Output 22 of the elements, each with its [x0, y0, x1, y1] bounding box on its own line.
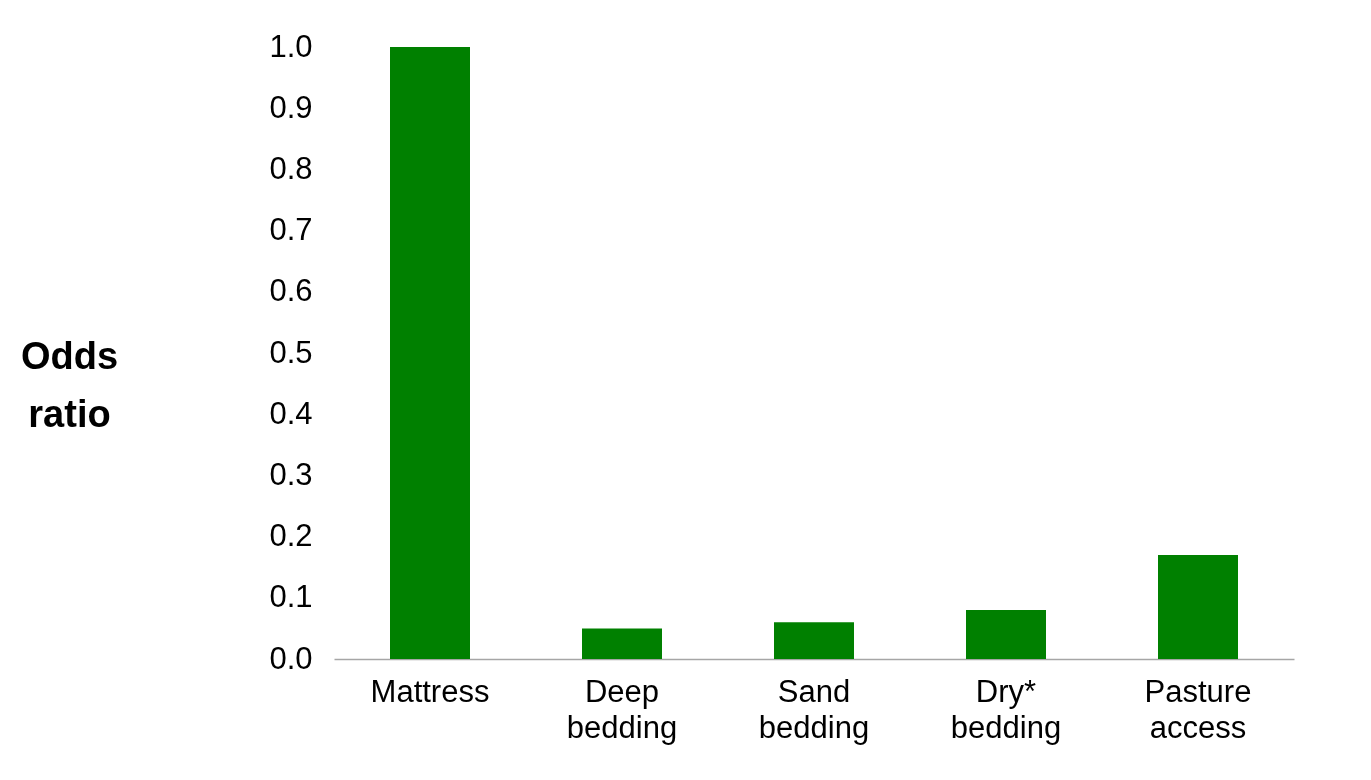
x-tick-label: Pasture access: [1144, 673, 1252, 745]
x-tick-label: Deep bedding: [566, 673, 678, 745]
y-tick-label: 0.4: [269, 395, 313, 431]
y-tick-label: 0.2: [269, 518, 313, 554]
y-tick-label: 0.3: [269, 456, 313, 492]
bar: [390, 47, 470, 659]
y-tick-label: 0.7: [269, 212, 313, 248]
bar: [966, 610, 1046, 659]
y-axis-title: Odds ratio: [20, 334, 119, 435]
x-tick-label: Mattress: [370, 673, 490, 709]
bar: [582, 628, 662, 659]
y-tick-label: 0.5: [269, 334, 313, 370]
y-tick-label: 0.8: [269, 150, 313, 186]
bar: [774, 622, 854, 659]
x-tick-label: Sand bedding: [758, 673, 870, 745]
y-tick-label: 0.6: [269, 273, 313, 309]
y-tick-label: 0.9: [269, 89, 313, 125]
y-tick-label: 0.0: [269, 640, 313, 676]
y-tick-label: 1.0: [269, 28, 313, 64]
x-tick-label: Dry* bedding: [950, 673, 1062, 745]
bar: [1158, 554, 1238, 659]
y-tick-label: 0.1: [269, 579, 313, 615]
